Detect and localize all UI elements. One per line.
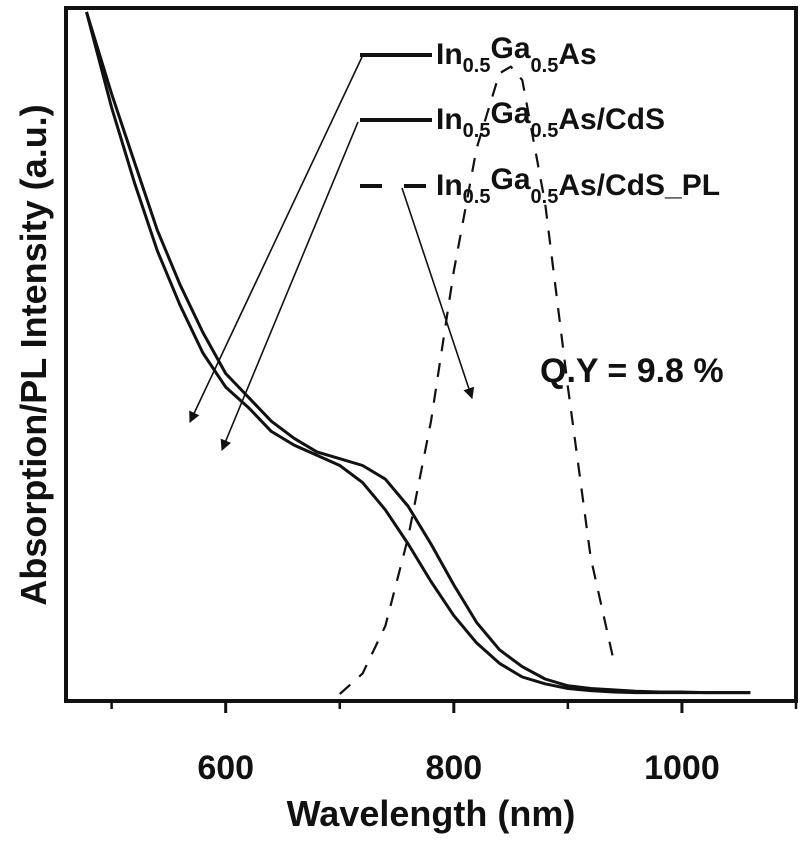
arrow-legend-2 — [401, 187, 475, 400]
legend-label-2: In0.5Ga0.5As/CdS_PL — [436, 163, 720, 208]
legend-label-0: In0.5Ga0.5As — [436, 32, 597, 77]
legend-label-1: In0.5Ga0.5As/CdS — [436, 97, 665, 142]
series-layer — [85, 11, 751, 695]
arrow-legend-1 — [220, 121, 359, 452]
legend: In0.5Ga0.5As In0.5Ga0.5As/CdS In0.5Ga0.5… — [360, 32, 720, 208]
legend-arrows — [189, 56, 475, 452]
quantum-yield-annotation: Q.Y = 9.8 % — [540, 352, 724, 390]
x-tick-label: 800 — [425, 749, 482, 787]
series-line-2 — [339, 65, 615, 695]
x-axis-ticks: 600 800 1000 — [110, 701, 798, 787]
y-axis-label: Absorption/PL Intensity (a.u.) — [13, 104, 54, 605]
arrow-legend-0 — [189, 56, 363, 424]
x-tick-label: 600 — [197, 749, 254, 787]
series-line-1 — [85, 11, 751, 695]
plot-frame — [64, 6, 798, 703]
x-tick-label: 1000 — [644, 749, 720, 787]
x-axis-label: Wavelength (nm) — [287, 793, 576, 834]
